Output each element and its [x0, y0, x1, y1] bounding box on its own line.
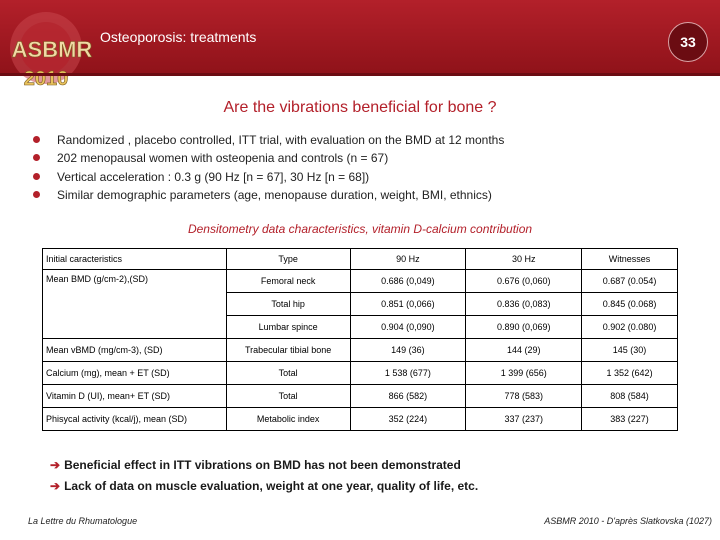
header-title: Osteoporosis: treatments [100, 29, 257, 45]
footer-citation: ASBMR 2010 - D'après Slatkovska (1027) [544, 516, 712, 526]
arrow-right-icon: ➔ [50, 458, 61, 472]
cell-90hz: 0.904 (0,090) [349, 315, 467, 339]
cell-30hz: 144 (29) [465, 338, 583, 362]
header-cell: Initial caracteristics [42, 248, 227, 270]
logo-year: 2010 [24, 68, 69, 90]
cell-30hz: 0.676 (0,060) [465, 269, 583, 293]
slide-title: Are the vibrations beneficial for bone ? [223, 99, 497, 116]
cell-witnesses: 0.687 (0.054) [581, 269, 678, 293]
cell-30hz: 337 (237) [465, 407, 583, 431]
cell-witnesses: 145 (30) [581, 338, 678, 362]
footer-source: La Lettre du Rhumatologue [28, 516, 138, 526]
bullet-item: Vertical acceleration : 0.3 g (90 Hz [n … [33, 168, 504, 186]
conclusion-text: Lack of data on muscle evaluation, weigh… [64, 479, 479, 493]
conclusion-item: ➔ Lack of data on muscle evaluation, weig… [50, 476, 478, 497]
bullet-item: 202 menopausal women with osteopenia and… [33, 149, 504, 167]
cell-30hz: 1 399 (656) [465, 361, 583, 385]
cell-type: Total hip [225, 292, 351, 316]
row-label: Mean BMD (g/cm-2),(SD) [42, 269, 227, 339]
page-number-badge: 33 [668, 22, 708, 62]
bullet-dot-icon [33, 154, 40, 162]
bullet-item: Similar demographic parameters (age, men… [33, 186, 504, 204]
cell-witnesses: 1 352 (642) [581, 361, 678, 385]
cell-type: Metabolic index [225, 407, 351, 431]
cell-type: Total [225, 384, 351, 408]
conclusions: ➔ Beneficial effect in ITT vibrations on … [50, 455, 478, 497]
header-cell: 90 Hz [349, 248, 467, 270]
bullet-list: Randomized , placebo controlled, ITT tri… [33, 131, 504, 204]
cell-30hz: 0.836 (0,083) [465, 292, 583, 316]
table-caption: Densitometry data characteristics, vitam… [187, 222, 533, 236]
header-cell: 30 Hz [465, 248, 583, 270]
table-row: Vitamin D (UI), mean+ ET (SD) Total 866 … [42, 384, 678, 408]
bullet-text: Vertical acceleration : 0.3 g (90 Hz [n … [57, 169, 370, 184]
cell-witnesses: 0.902 (0.080) [581, 315, 678, 339]
row-label: Mean vBMD (mg/cm-3), (SD) [42, 338, 227, 362]
cell-90hz: 352 (224) [349, 407, 467, 431]
cell-30hz: 778 (583) [465, 384, 583, 408]
row-label: Calcium (mg), mean + ET (SD) [42, 361, 227, 385]
bullet-text: Randomized , placebo controlled, ITT tri… [57, 133, 505, 147]
cell-type: Total [225, 361, 351, 385]
cell-type: Lumbar spince [225, 315, 351, 339]
row-label: Vitamin D (UI), mean+ ET (SD) [42, 384, 227, 408]
table-row: Phisycal activity (kcal/j), mean (SD) Me… [42, 407, 678, 431]
cell-90hz: 0.851 (0,066) [349, 292, 467, 316]
cell-type: Trabecular tibial bone [225, 338, 351, 362]
cell-90hz: 0.686 (0,049) [349, 269, 467, 293]
header-cell: Type [225, 248, 351, 270]
header-bar: ASBMR 2010 Osteoporosis: treatments 33 [0, 0, 720, 90]
asbmr-logo: ASBMR 2010 [10, 12, 93, 90]
cell-type: Femoral neck [225, 269, 351, 293]
cell-30hz: 0.890 (0,069) [465, 315, 583, 339]
table-row: Mean vBMD (mg/cm-3), (SD) Trabecular tib… [42, 338, 678, 362]
cell-witnesses: 808 (584) [581, 384, 678, 408]
cell-90hz: 1 538 (677) [349, 361, 467, 385]
table-row: Mean BMD (g/cm-2),(SD) Femoral neck 0.68… [42, 269, 678, 339]
characteristics-table: Initial caracteristics Type 90 Hz 30 Hz … [42, 248, 678, 431]
cell-90hz: 149 (36) [349, 338, 467, 362]
conclusion-text: Beneficial effect in ITT vibrations on B… [64, 458, 461, 472]
cell-witnesses: 383 (227) [581, 407, 678, 431]
bullet-text: Similar demographic parameters (age, men… [57, 187, 492, 202]
row-label: Phisycal activity (kcal/j), mean (SD) [42, 407, 227, 431]
bullet-dot-icon [33, 136, 40, 143]
header-cell: Witnesses [581, 248, 678, 270]
bullet-dot-icon [33, 190, 40, 198]
table-row: Calcium (mg), mean + ET (SD) Total 1 538… [42, 361, 678, 385]
bullet-item: Randomized , placebo controlled, ITT tri… [33, 131, 504, 149]
cell-90hz: 866 (582) [349, 384, 467, 408]
logo-text: ASBMR [12, 37, 93, 62]
bullet-dot-icon [33, 172, 40, 180]
conclusion-item: ➔ Beneficial effect in ITT vibrations on … [50, 455, 478, 476]
cell-witnesses: 0.845 (0.068) [581, 292, 678, 316]
table-header-row: Initial caracteristics Type 90 Hz 30 Hz … [42, 248, 678, 270]
arrow-right-icon: ➔ [50, 479, 61, 493]
bullet-text: 202 menopausal women with osteopenia and… [57, 151, 389, 166]
